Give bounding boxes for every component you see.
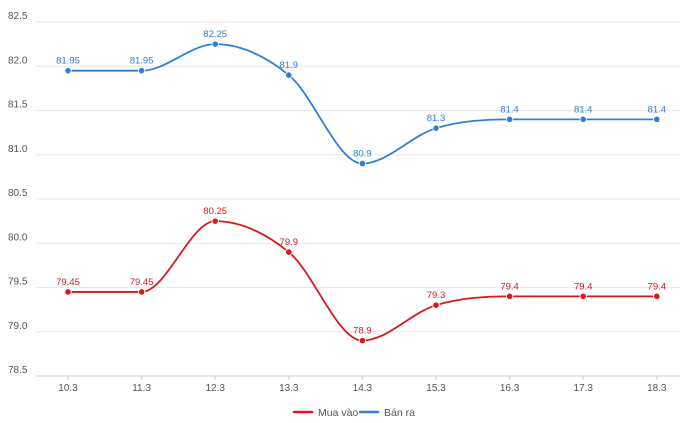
data-point[interactable]: [138, 67, 146, 75]
data-label: 81.95: [56, 56, 80, 67]
data-point[interactable]: [432, 301, 440, 309]
data-label: 79.4: [500, 281, 519, 292]
data-label: 78.9: [353, 326, 372, 337]
data-point[interactable]: [505, 115, 514, 123]
y-tick-label: 80.0: [8, 232, 28, 243]
data-label: 79.3: [427, 290, 446, 301]
series-line: [67, 43, 658, 165]
grid-lines: [36, 21, 680, 377]
x-axis-ticks: 10.3 11.3 12.3 13.3 14.3 15.3 16.3 17.3 18.3: [58, 376, 667, 394]
series-group: 79.45 79.45 80.25 79.9 78.9 79.3 79.4 79.4 79.4 8…: [56, 29, 667, 345]
series-line: [67, 220, 658, 342]
data-point[interactable]: [653, 292, 661, 300]
y-tick-label: 80.5: [8, 188, 28, 199]
data-label: 79.4: [574, 281, 593, 292]
data-point[interactable]: [64, 67, 72, 75]
legend: Mua vào Bán ra: [292, 407, 415, 419]
x-tick-label: 18.3: [647, 383, 667, 394]
legend-item-ban-ra[interactable]: Bán ra: [358, 407, 415, 419]
data-label: 79.45: [56, 277, 80, 288]
legend-item-mua-vao[interactable]: Mua vào: [292, 407, 358, 419]
data-point[interactable]: [358, 336, 366, 345]
data-point[interactable]: [285, 71, 293, 79]
y-axis-ticks: 78.5 79.0 79.5 80.0 80.5 81.0 81.5 82.0 82.5: [8, 11, 28, 376]
x-tick-label: 10.3: [58, 383, 78, 394]
series-mua-vao: 79.45 79.45 80.25 79.9 78.9 79.3 79.4 79.4 79.4: [56, 206, 667, 345]
legend-label: Mua vào: [318, 407, 358, 419]
x-tick-label: 12.3: [205, 383, 225, 394]
series-ban-ra: 81.95 81.95 82.25 81.9 80.9 81.3 81.4 81.4 81.4: [56, 29, 667, 168]
data-label: 81.4: [500, 104, 519, 115]
data-label: 79.9: [280, 237, 299, 248]
data-point[interactable]: [285, 248, 293, 256]
y-tick-label: 78.5: [8, 365, 28, 376]
x-tick-label: 14.3: [353, 383, 373, 394]
data-point[interactable]: [432, 124, 440, 132]
data-point[interactable]: [138, 288, 146, 296]
data-point[interactable]: [653, 115, 661, 123]
data-label: 81.3: [427, 113, 446, 124]
data-label: 81.9: [280, 60, 299, 71]
data-label: 81.4: [574, 104, 593, 115]
y-tick-label: 82.0: [8, 55, 28, 66]
data-label: 80.25: [203, 206, 227, 217]
data-point[interactable]: [505, 292, 514, 300]
x-tick-label: 15.3: [426, 383, 446, 394]
data-point[interactable]: [579, 115, 587, 123]
y-tick-label: 81.0: [8, 144, 28, 155]
data-label: 82.25: [203, 29, 227, 40]
data-point[interactable]: [211, 217, 219, 225]
data-point[interactable]: [211, 40, 219, 48]
data-point[interactable]: [358, 160, 366, 168]
y-tick-label: 81.5: [8, 100, 28, 111]
y-tick-label: 82.5: [8, 11, 28, 22]
y-tick-label: 79.5: [8, 277, 28, 288]
x-tick-label: 13.3: [279, 383, 299, 394]
data-point[interactable]: [64, 288, 72, 296]
data-label: 80.9: [353, 149, 372, 160]
data-point[interactable]: [579, 292, 587, 300]
data-label: 81.95: [130, 56, 154, 67]
data-label: 79.45: [130, 277, 154, 288]
x-tick-label: 17.3: [573, 383, 593, 394]
y-tick-label: 79.0: [8, 321, 28, 332]
data-label: 81.4: [648, 104, 667, 115]
x-tick-label: 11.3: [132, 383, 151, 394]
data-label: 79.4: [648, 281, 667, 292]
legend-label: Bán ra: [384, 407, 415, 419]
x-tick-label: 16.3: [500, 383, 520, 394]
